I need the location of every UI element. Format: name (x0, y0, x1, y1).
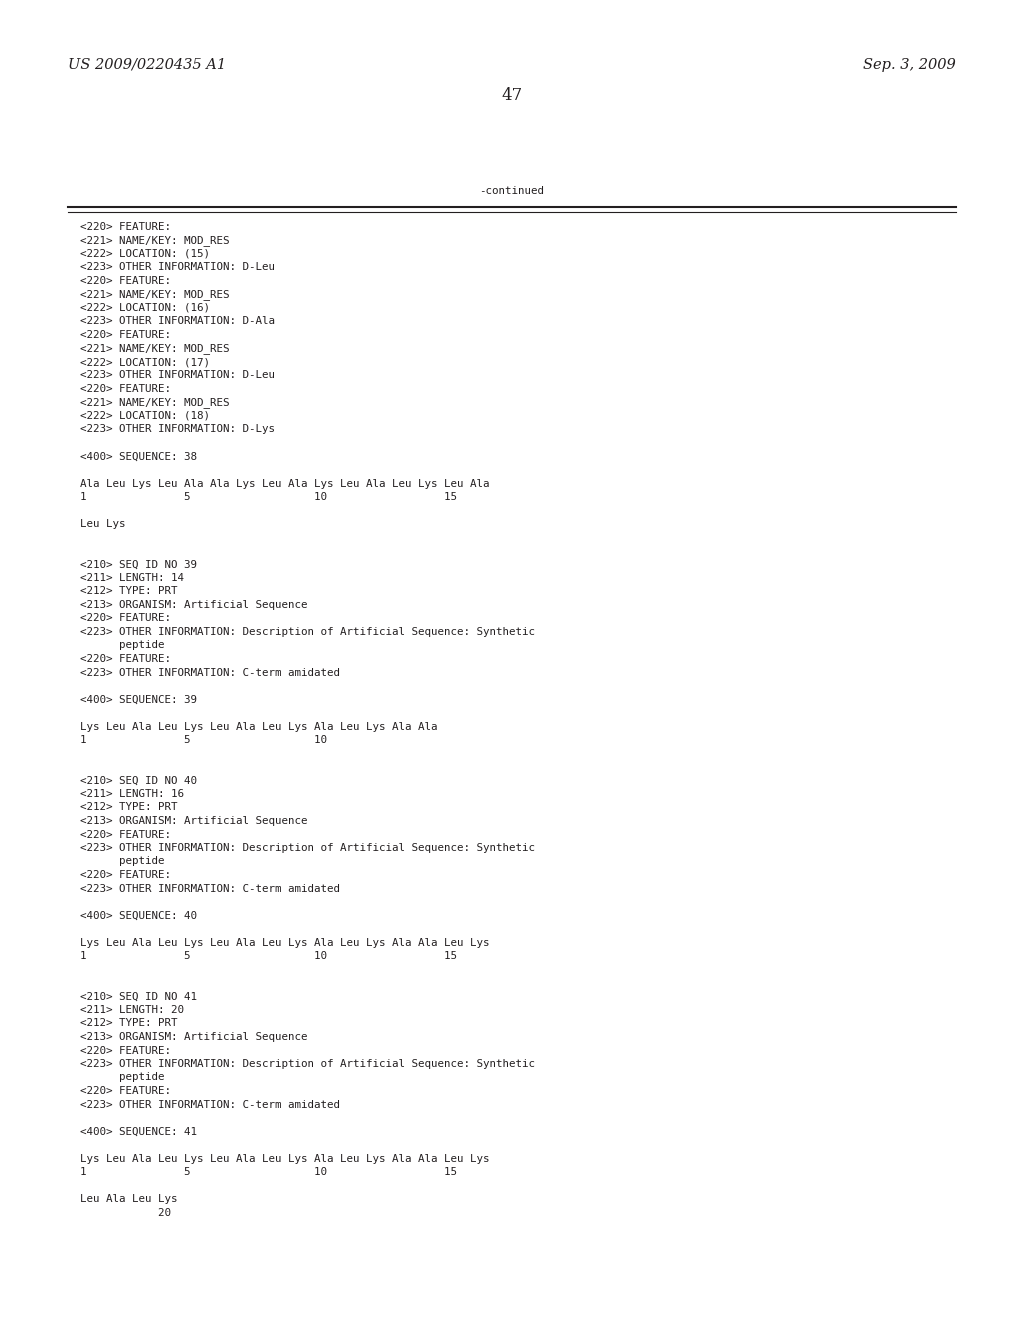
Text: <211> LENGTH: 14: <211> LENGTH: 14 (80, 573, 184, 583)
Text: 20: 20 (80, 1208, 171, 1217)
Text: <222> LOCATION: (18): <222> LOCATION: (18) (80, 411, 210, 421)
Text: <213> ORGANISM: Artificial Sequence: <213> ORGANISM: Artificial Sequence (80, 816, 307, 826)
Text: <212> TYPE: PRT: <212> TYPE: PRT (80, 586, 177, 597)
Text: <222> LOCATION: (16): <222> LOCATION: (16) (80, 304, 210, 313)
Text: <212> TYPE: PRT: <212> TYPE: PRT (80, 1019, 177, 1028)
Text: <223> OTHER INFORMATION: D-Lys: <223> OTHER INFORMATION: D-Lys (80, 425, 275, 434)
Text: <400> SEQUENCE: 38: <400> SEQUENCE: 38 (80, 451, 197, 462)
Text: Lys Leu Ala Leu Lys Leu Ala Leu Lys Ala Leu Lys Ala Ala Leu Lys: Lys Leu Ala Leu Lys Leu Ala Leu Lys Ala … (80, 937, 489, 948)
Text: <210> SEQ ID NO 41: <210> SEQ ID NO 41 (80, 991, 197, 1002)
Text: <220> FEATURE:: <220> FEATURE: (80, 222, 171, 232)
Text: <223> OTHER INFORMATION: D-Ala: <223> OTHER INFORMATION: D-Ala (80, 317, 275, 326)
Text: <222> LOCATION: (17): <222> LOCATION: (17) (80, 356, 210, 367)
Text: <211> LENGTH: 20: <211> LENGTH: 20 (80, 1005, 184, 1015)
Text: Leu Lys: Leu Lys (80, 519, 126, 529)
Text: <223> OTHER INFORMATION: C-term amidated: <223> OTHER INFORMATION: C-term amidated (80, 1100, 340, 1110)
Text: <223> OTHER INFORMATION: Description of Artificial Sequence: Synthetic: <223> OTHER INFORMATION: Description of … (80, 843, 535, 853)
Text: 1               5                   10                  15: 1 5 10 15 (80, 950, 457, 961)
Text: <222> LOCATION: (15): <222> LOCATION: (15) (80, 249, 210, 259)
Text: <211> LENGTH: 16: <211> LENGTH: 16 (80, 789, 184, 799)
Text: <213> ORGANISM: Artificial Sequence: <213> ORGANISM: Artificial Sequence (80, 1032, 307, 1041)
Text: <210> SEQ ID NO 40: <210> SEQ ID NO 40 (80, 776, 197, 785)
Text: peptide: peptide (80, 640, 165, 651)
Text: <220> FEATURE:: <220> FEATURE: (80, 614, 171, 623)
Text: peptide: peptide (80, 857, 165, 866)
Text: <400> SEQUENCE: 41: <400> SEQUENCE: 41 (80, 1126, 197, 1137)
Text: 1               5                   10                  15: 1 5 10 15 (80, 1167, 457, 1177)
Text: Leu Ala Leu Lys: Leu Ala Leu Lys (80, 1195, 177, 1204)
Text: <223> OTHER INFORMATION: D-Leu: <223> OTHER INFORMATION: D-Leu (80, 371, 275, 380)
Text: <223> OTHER INFORMATION: Description of Artificial Sequence: Synthetic: <223> OTHER INFORMATION: Description of … (80, 627, 535, 638)
Text: 47: 47 (502, 87, 522, 104)
Text: <220> FEATURE:: <220> FEATURE: (80, 330, 171, 341)
Text: <221> NAME/KEY: MOD_RES: <221> NAME/KEY: MOD_RES (80, 397, 229, 408)
Text: Ala Leu Lys Leu Ala Ala Lys Leu Ala Lys Leu Ala Leu Lys Leu Ala: Ala Leu Lys Leu Ala Ala Lys Leu Ala Lys … (80, 479, 489, 488)
Text: <220> FEATURE:: <220> FEATURE: (80, 276, 171, 286)
Text: <220> FEATURE:: <220> FEATURE: (80, 1086, 171, 1096)
Text: peptide: peptide (80, 1072, 165, 1082)
Text: Lys Leu Ala Leu Lys Leu Ala Leu Lys Ala Leu Lys Ala Ala Leu Lys: Lys Leu Ala Leu Lys Leu Ala Leu Lys Ala … (80, 1154, 489, 1163)
Text: Sep. 3, 2009: Sep. 3, 2009 (863, 58, 956, 73)
Text: 1               5                   10: 1 5 10 (80, 735, 327, 744)
Text: <220> FEATURE:: <220> FEATURE: (80, 870, 171, 880)
Text: <400> SEQUENCE: 39: <400> SEQUENCE: 39 (80, 694, 197, 705)
Text: <220> FEATURE:: <220> FEATURE: (80, 1045, 171, 1056)
Text: <223> OTHER INFORMATION: C-term amidated: <223> OTHER INFORMATION: C-term amidated (80, 883, 340, 894)
Text: <213> ORGANISM: Artificial Sequence: <213> ORGANISM: Artificial Sequence (80, 601, 307, 610)
Text: Lys Leu Ala Leu Lys Leu Ala Leu Lys Ala Leu Lys Ala Ala: Lys Leu Ala Leu Lys Leu Ala Leu Lys Ala … (80, 722, 437, 731)
Text: <212> TYPE: PRT: <212> TYPE: PRT (80, 803, 177, 813)
Text: US 2009/0220435 A1: US 2009/0220435 A1 (68, 58, 226, 73)
Text: <223> OTHER INFORMATION: C-term amidated: <223> OTHER INFORMATION: C-term amidated (80, 668, 340, 677)
Text: <221> NAME/KEY: MOD_RES: <221> NAME/KEY: MOD_RES (80, 289, 229, 301)
Text: <220> FEATURE:: <220> FEATURE: (80, 653, 171, 664)
Text: <210> SEQ ID NO 39: <210> SEQ ID NO 39 (80, 560, 197, 569)
Text: <220> FEATURE:: <220> FEATURE: (80, 829, 171, 840)
Text: <223> OTHER INFORMATION: D-Leu: <223> OTHER INFORMATION: D-Leu (80, 263, 275, 272)
Text: 1               5                   10                  15: 1 5 10 15 (80, 492, 457, 502)
Text: <400> SEQUENCE: 40: <400> SEQUENCE: 40 (80, 911, 197, 920)
Text: <223> OTHER INFORMATION: Description of Artificial Sequence: Synthetic: <223> OTHER INFORMATION: Description of … (80, 1059, 535, 1069)
Text: <221> NAME/KEY: MOD_RES: <221> NAME/KEY: MOD_RES (80, 343, 229, 354)
Text: <220> FEATURE:: <220> FEATURE: (80, 384, 171, 393)
Text: <221> NAME/KEY: MOD_RES: <221> NAME/KEY: MOD_RES (80, 235, 229, 247)
Text: -continued: -continued (479, 186, 545, 195)
